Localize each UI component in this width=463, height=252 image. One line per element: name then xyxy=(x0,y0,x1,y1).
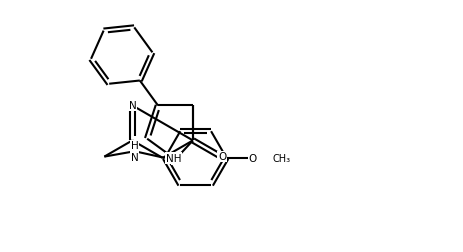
Text: N: N xyxy=(128,101,136,111)
Text: S: S xyxy=(172,155,178,165)
Text: CH₃: CH₃ xyxy=(272,153,290,163)
Text: NH: NH xyxy=(165,153,181,163)
Text: O: O xyxy=(218,152,226,162)
Text: H
N: H N xyxy=(131,141,138,162)
Text: O: O xyxy=(248,153,257,163)
